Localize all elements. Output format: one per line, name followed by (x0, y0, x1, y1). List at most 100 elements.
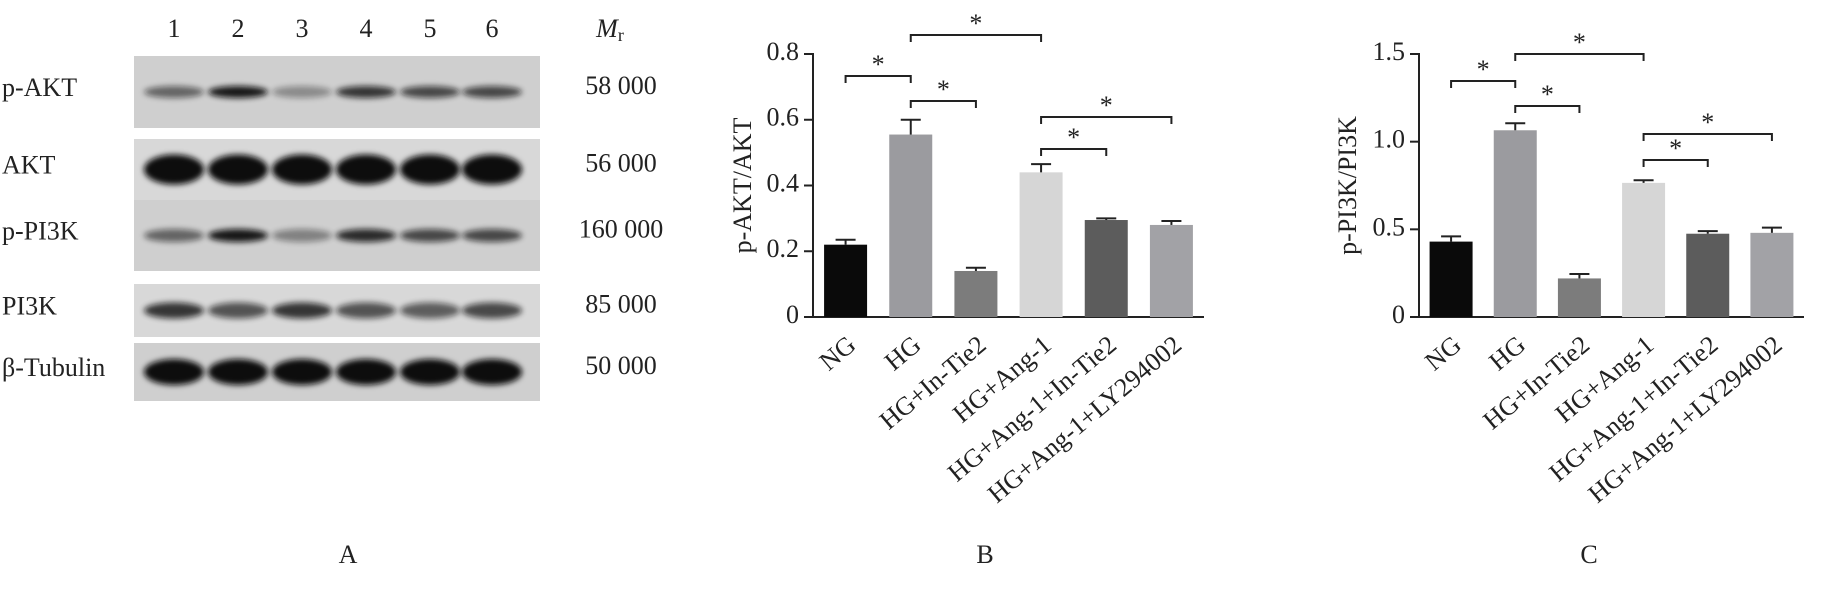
error-bar (1505, 122, 1526, 131)
mr-subscript: r (618, 25, 624, 45)
y-tick-label: 1.5 (1373, 37, 1406, 66)
error-bar (1096, 217, 1117, 221)
x-tick-label: HG (1484, 330, 1531, 376)
bar (1622, 182, 1666, 317)
band (208, 359, 268, 385)
band (272, 302, 332, 319)
y-tick-label: 0.4 (767, 168, 800, 197)
band (336, 302, 396, 319)
significance-label: * (1477, 55, 1490, 84)
band (336, 154, 396, 185)
bar (1149, 224, 1193, 317)
error-bar (1761, 226, 1782, 233)
band (272, 229, 332, 242)
significance-label: * (1701, 108, 1714, 137)
significance-bracket (1642, 133, 1773, 141)
y-tick-label: 0.5 (1373, 212, 1406, 241)
significance-bracket (844, 75, 912, 83)
band (462, 154, 522, 185)
band (462, 302, 522, 319)
error-bar (1441, 235, 1462, 242)
y-axis-label: p-PI3K/PI3K (1333, 116, 1362, 255)
x-tick-label: NG (1419, 330, 1466, 376)
panel-label: C (1580, 540, 1597, 569)
error-bar (1697, 230, 1718, 234)
mr-value: 85 000 (585, 289, 657, 318)
lane-label: 6 (486, 14, 499, 43)
bar (1429, 241, 1473, 317)
bar (889, 134, 933, 317)
bar (1084, 220, 1128, 317)
band (208, 302, 268, 319)
significance-label: * (969, 9, 982, 38)
lane-label: 1 (168, 14, 181, 43)
band (272, 359, 332, 385)
mr-header: Mr (595, 14, 624, 45)
band (336, 359, 396, 385)
significance-label: * (1100, 91, 1113, 120)
band (400, 86, 460, 98)
band (400, 302, 460, 319)
bar (1750, 232, 1794, 317)
bar (954, 270, 998, 317)
mr-symbol: M (595, 14, 619, 43)
lane-label: 2 (232, 14, 245, 43)
significance-label: * (937, 75, 950, 104)
band (462, 359, 522, 385)
error-bar (965, 266, 986, 271)
band (272, 86, 332, 98)
y-tick-label: 0.6 (767, 103, 800, 132)
band (208, 154, 268, 185)
bar (1019, 172, 1063, 317)
significance-bracket (1040, 116, 1173, 124)
band (336, 86, 396, 98)
mr-value: 50 000 (585, 351, 657, 380)
band (400, 359, 460, 385)
x-tick-label: HG (879, 330, 926, 376)
y-axis-label: p-AKT/AKT (728, 118, 757, 254)
error-bar (1633, 179, 1654, 183)
band (400, 154, 460, 185)
band (462, 229, 522, 242)
y-tick-label: 0.2 (767, 234, 800, 263)
lane-label: 5 (424, 14, 437, 43)
lane-label: 3 (296, 14, 309, 43)
band (272, 154, 332, 185)
significance-bracket (909, 34, 1043, 42)
error-bar (1031, 163, 1052, 173)
band (208, 86, 268, 98)
row-label: β-Tubulin (2, 353, 105, 382)
row-label: p-PI3K (2, 216, 79, 245)
y-tick-label: 0.8 (767, 37, 800, 66)
mr-value: 58 000 (585, 71, 657, 100)
significance-label: * (1573, 28, 1586, 57)
x-tick-label: NG (814, 330, 861, 376)
significance-label: * (1669, 134, 1682, 163)
error-bar (1569, 273, 1590, 279)
row-label: p-AKT (2, 73, 77, 102)
bar (824, 244, 868, 317)
band (144, 229, 204, 242)
significance-bracket (1514, 105, 1581, 113)
significance-bracket (909, 100, 977, 108)
band (144, 154, 204, 185)
y-tick-label: 0 (1392, 300, 1405, 329)
bar (1557, 278, 1601, 317)
band (144, 302, 204, 319)
panel-label: A (339, 540, 358, 569)
row-label: PI3K (2, 291, 57, 320)
significance-label: * (1541, 80, 1554, 109)
band (144, 359, 204, 385)
mr-value: 56 000 (585, 148, 657, 177)
error-bar (835, 238, 856, 245)
y-tick-label: 0 (786, 300, 799, 329)
lane-label: 4 (360, 14, 373, 43)
significance-bracket (1642, 159, 1709, 167)
error-bar (900, 118, 921, 135)
bar (1493, 130, 1537, 317)
panel-label: B (976, 540, 993, 569)
band (462, 86, 522, 98)
band (144, 86, 204, 98)
significance-bracket (1514, 53, 1645, 61)
